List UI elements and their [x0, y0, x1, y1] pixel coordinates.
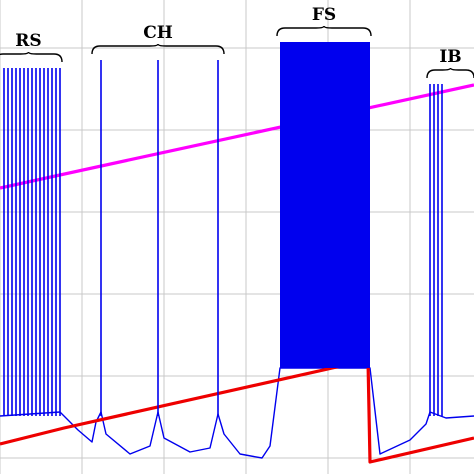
group-label-rs: RS	[15, 31, 41, 51]
spikes	[3, 42, 443, 416]
brace-ib	[426, 67, 474, 79]
brace-ch	[91, 43, 225, 55]
group-labels: RS CH FS IB	[15, 5, 461, 67]
group-label-fs: FS	[312, 5, 336, 25]
brace-rs	[0, 51, 63, 63]
group-label-ch: CH	[143, 23, 173, 43]
series-voltage-0	[0, 367, 474, 459]
brace-fs	[276, 25, 372, 37]
group-label-ib: IB	[439, 47, 461, 67]
series-current-2	[0, 358, 474, 464]
group-braces	[0, 25, 474, 79]
traces	[0, 83, 474, 464]
series-current-1	[0, 83, 474, 190]
spike-burst-fs	[280, 42, 370, 368]
